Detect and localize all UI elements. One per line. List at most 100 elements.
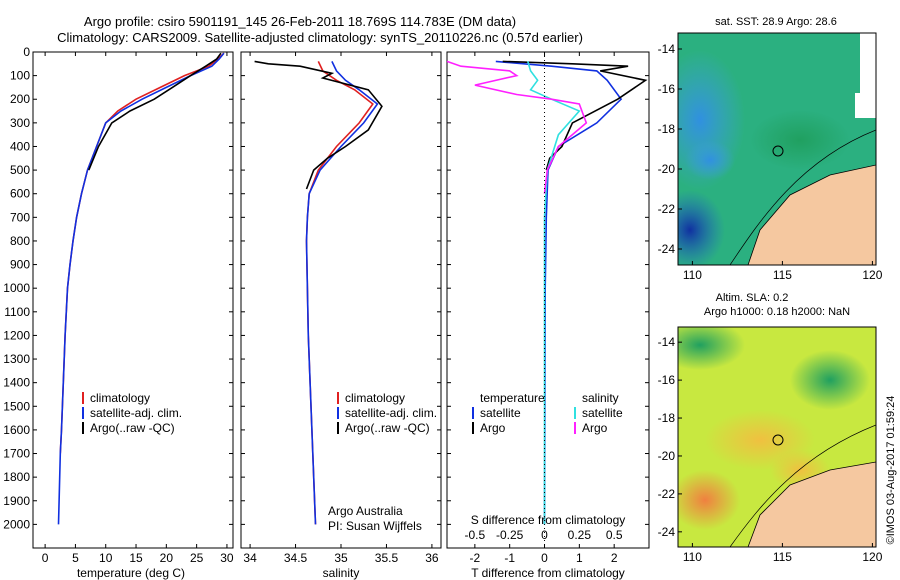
y-tick-label: 900 [10,258,30,272]
y-tick-label: 2000 [3,517,30,531]
x-tick-label: 25 [190,551,204,565]
y-tick-label: 600 [10,187,30,201]
x-tick-label: 2 [611,551,618,565]
salinity-xlabel: salinity [323,566,360,580]
legend-t-satellite: satellite [480,406,521,420]
map-x-tick-label: 115 [773,550,792,564]
y-tick-label: 800 [10,234,30,248]
legend-s-satellite: satellite [582,406,623,420]
legend-climatology: climatology [345,391,405,405]
series-line-argo-raw-qc- [254,60,383,190]
x-tick-label: -1 [504,551,515,565]
temperature-legend: climatology satellite-adj. clim. Argo(..… [82,391,182,435]
s-tick-label: 0 [541,528,548,542]
y-tick-label: 500 [10,163,30,177]
title-line-2: Climatology: CARS2009. Satellite-adjuste… [57,30,583,45]
legend-climatology: climatology [90,391,150,405]
difference-legend: temperature satellite Argo salinity sate… [472,391,623,435]
x-tick-label: 35 [334,551,348,565]
sst-map-frame [677,32,877,266]
series-line-climatology [305,61,374,525]
x-tick-label: 20 [160,551,174,565]
legend-t-argo: Argo [480,421,506,435]
argo-float-marker [772,434,784,446]
y-tick-label: 300 [10,116,30,130]
y-tick-label: 0 [23,45,30,59]
y-tick-label: 1000 [3,281,30,295]
map-y-tick-label: -16 [658,82,676,96]
title-line-1: Argo profile: csiro 5901191_145 26-Feb-2… [84,14,516,29]
x-tick-label: 5 [72,551,79,565]
y-tick-label: 700 [10,210,30,224]
map-x-tick-label: 110 [683,550,702,564]
difference-xlabel: T difference from climatology [471,566,625,580]
temperature-chart: 0 5 10 15 20 25 300100200300400500600700800900… [3,45,234,565]
y-tick-label: 1500 [3,399,30,413]
map-y-tick-label: -16 [658,373,676,387]
map-x-tick-label: 115 [773,268,792,282]
salinity-legend: climatology satellite-adj. clim. Argo(..… [328,391,437,533]
map-y-tick-label: -24 [658,242,676,256]
legend-temperature-title: temperature [480,391,545,405]
x-tick-label: -2 [470,551,481,565]
map-y-tick-label: -18 [658,122,676,136]
sst-map-title: sat. SST: 28.9 Argo: 28.6 [715,16,837,28]
y-tick-label: 1600 [3,423,30,437]
s-tick-label: -0.5 [465,528,486,542]
map-x-tick-label: 120 [862,268,882,282]
x-tick-label: 35.5 [375,551,399,565]
argo-float-marker [772,145,784,157]
legend-s-argo: Argo [582,421,608,435]
x-tick-label: 0 [541,551,548,565]
x-tick-label: 1 [576,551,583,565]
s-tick-label: 0.25 [568,528,592,542]
sst-map-ticks: 110 115 120 -14 -16 -18 -20 -22 -24 [658,42,883,282]
y-tick-label: 1100 [4,305,30,319]
x-tick-label: 36 [425,551,439,565]
x-tick-label: 34 [243,551,257,565]
temperature-panel-frame [32,51,234,549]
x-tick-label: 10 [99,551,113,565]
series-line-s-argo [446,60,588,194]
y-tick-label: 1900 [3,494,30,508]
sla-map-frame [677,326,877,548]
map-y-tick-label: -20 [658,162,676,176]
map-y-tick-label: -14 [658,42,676,56]
sla-map-ticks: 110 115 120 -14 -16 -18 -20 -22 -24 [658,335,883,564]
y-tick-label: 1800 [3,470,30,484]
series-line-argo-raw-qc- [88,52,222,171]
x-tick-label: 0 [42,551,49,565]
map-x-tick-label: 110 [683,268,702,282]
series-line-s-satellite [527,61,581,525]
x-tick-label: 30 [220,551,234,565]
legend-argo: Argo(..raw -QC) [345,421,430,435]
y-tick-label: 400 [10,139,30,153]
s-tick-label: 0.5 [606,528,623,542]
series-line-satellite-adj-clim- [57,52,225,525]
s-tick-label: -0.25 [496,528,524,542]
legend-argo: Argo(..raw -QC) [90,421,175,435]
sla-map-title: Altim. SLA: 0.2 [716,292,789,304]
difference-xlabel-top: S difference from climatology [471,513,626,527]
series-line-t-satellite [495,60,623,525]
y-tick-label: 1700 [3,447,30,461]
x-tick-label: 34.5 [284,551,308,565]
isobath-contour [729,424,876,547]
owner-annotation-1: Argo Australia [328,504,403,518]
temperature-xlabel: temperature (deg C) [77,566,185,580]
difference-chart: -2 -1 0 1 2 -0.5 -0.25 0 0.25 0.5 [446,51,649,565]
isobath-contour [729,129,876,265]
x-tick-label: 15 [129,551,143,565]
imos-credit: ©IMOS 03-Aug-2017 01:59:24 [885,396,897,545]
difference-panel-frame [446,51,650,549]
map-y-tick-label: -18 [658,411,676,425]
map-x-tick-label: 120 [862,550,882,564]
owner-annotation-2: PI: Susan Wijffels [328,519,422,533]
legend-satellite: satellite-adj. clim. [345,406,437,420]
y-tick-label: 200 [10,92,30,106]
y-tick-label: 1300 [3,352,30,366]
salinity-panel-frame [240,51,442,549]
salinity-chart: 34 34.5 35 35.5 36 [241,51,441,565]
sst-map [678,33,876,265]
